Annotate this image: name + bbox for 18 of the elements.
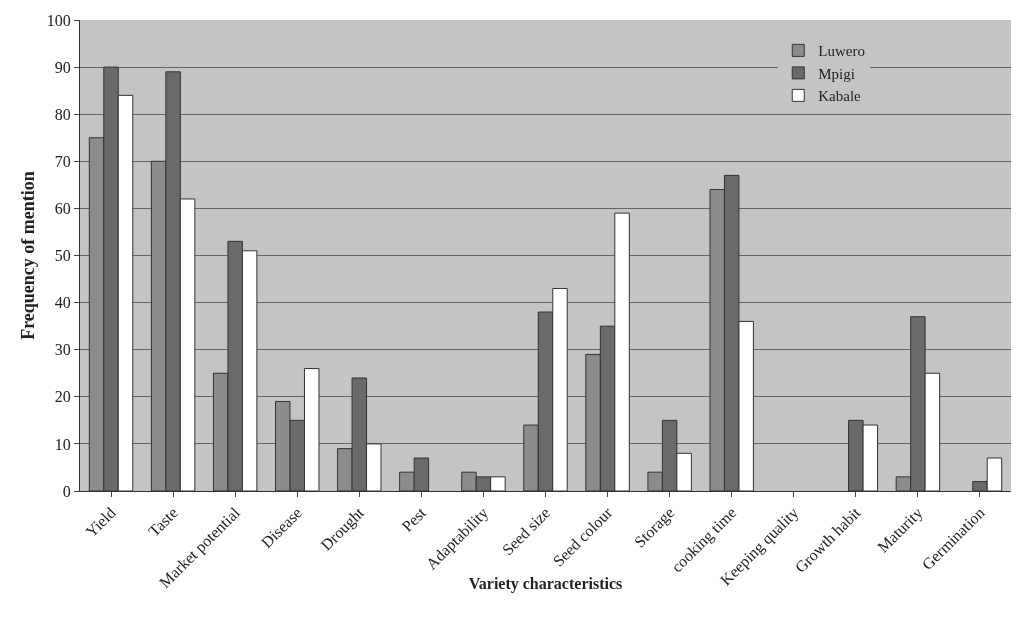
x-axis-title: Variety characteristics: [468, 575, 623, 594]
legend-label: Luwero: [818, 43, 865, 60]
y-tick-label: 100: [46, 11, 71, 29]
y-tick-label: 50: [54, 247, 71, 265]
y-tick-label: 90: [54, 58, 71, 76]
y-tick-label: 60: [54, 200, 71, 217]
y-axis-title: Frequency of mention: [18, 171, 38, 340]
y-tick-label: 10: [54, 435, 71, 453]
y-tick-label: 30: [54, 341, 71, 359]
x-tick-label: Pest: [398, 503, 430, 535]
legend-label: Kabale: [818, 88, 862, 105]
legend-label: Mpigi: [818, 65, 855, 82]
y-tick-label: 0: [62, 482, 71, 500]
y-tick-label: 40: [54, 294, 71, 312]
x-tick-label: Taste: [145, 503, 181, 540]
y-tick-label: 20: [54, 388, 71, 406]
y-tick-label: 70: [54, 152, 71, 170]
y-tick-label: 80: [54, 105, 71, 123]
